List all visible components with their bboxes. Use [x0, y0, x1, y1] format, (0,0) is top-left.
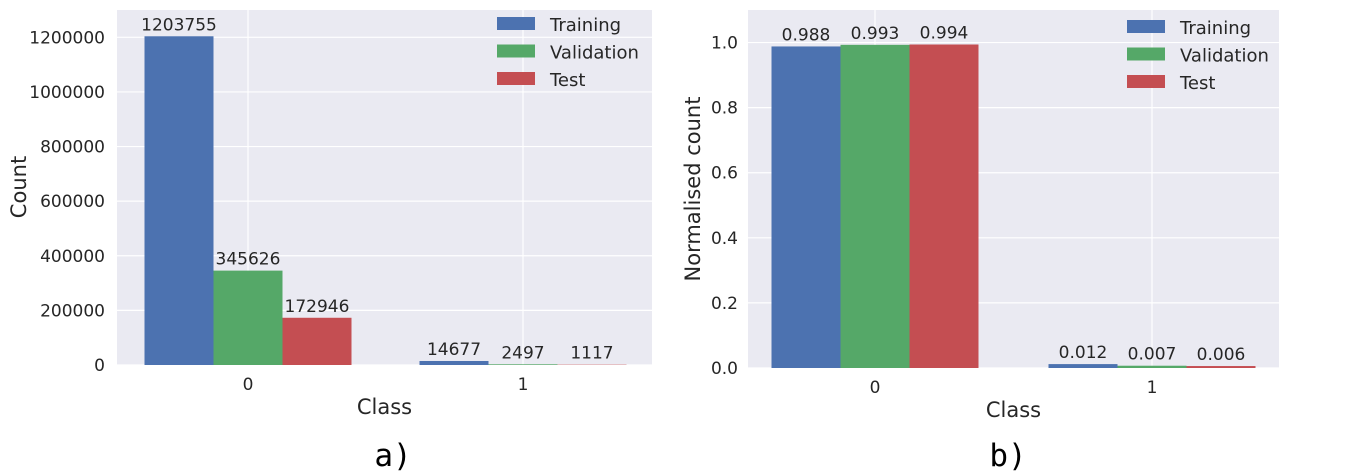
- legend-swatch: [497, 72, 535, 85]
- bar: [1048, 364, 1118, 368]
- bar: [840, 44, 910, 368]
- legend-label: Test: [1179, 73, 1215, 94]
- data-label: 345626: [216, 250, 281, 270]
- bar: [213, 270, 283, 365]
- y-tick-label: 0.0: [711, 359, 738, 379]
- legend-label: Validation: [1180, 46, 1269, 67]
- bar: [771, 46, 841, 369]
- data-label: 1203755: [141, 15, 217, 35]
- y-axis-label: Count: [7, 156, 31, 218]
- x-tick-label: 0: [243, 375, 254, 395]
- y-tick-label: 0.4: [711, 229, 738, 249]
- y-tick-label: 200000: [40, 301, 105, 321]
- data-label: 1117: [570, 344, 613, 364]
- y-tick-label: 1000000: [29, 83, 105, 103]
- data-label: 0.007: [1128, 345, 1177, 365]
- y-tick-label: 800000: [40, 138, 105, 158]
- chart-panel-b: 0.988 0.012 0.993 0.007 0.994 0.006 0.0 0.2 0.4 0…: [681, 10, 1279, 422]
- panel-label: a): [374, 438, 411, 474]
- legend-swatch: [1127, 20, 1165, 33]
- y-axis-label: Normalised count: [681, 97, 705, 282]
- legend: Training Validation Test: [497, 15, 639, 91]
- y-tick-label: 0.2: [711, 294, 738, 314]
- data-label: 0.994: [920, 23, 969, 43]
- data-label: 0.993: [851, 24, 900, 44]
- panel-label: b): [989, 438, 1026, 474]
- data-label: 172946: [285, 297, 350, 317]
- legend-swatch: [497, 44, 535, 58]
- data-label: 0.012: [1059, 343, 1108, 363]
- y-tick-label: 600000: [40, 192, 105, 212]
- bar: [282, 317, 352, 365]
- legend-label: Validation: [550, 43, 639, 64]
- data-label: 2497: [501, 343, 544, 363]
- legend-swatch: [1127, 75, 1165, 88]
- bar: [1186, 366, 1256, 368]
- y-tick-label: 1200000: [29, 28, 105, 48]
- legend-swatch: [1127, 47, 1165, 61]
- y-tick-label: 400000: [40, 247, 105, 267]
- data-label: 14677: [427, 340, 481, 360]
- legend-label: Training: [1179, 18, 1251, 39]
- x-tick-label: 0: [870, 378, 881, 398]
- bar: [909, 44, 979, 369]
- y-tick-label: 0: [94, 356, 105, 376]
- legend-label: Training: [549, 15, 621, 36]
- legend-swatch: [497, 17, 535, 30]
- bar: [144, 36, 214, 365]
- y-tick-label: 0.6: [711, 164, 738, 184]
- x-axis-label: Class: [986, 398, 1041, 422]
- x-axis-label: Class: [357, 395, 412, 419]
- bar: [1117, 365, 1187, 368]
- y-tick-label: 0.8: [711, 99, 738, 119]
- y-tick-label: 1.0: [711, 34, 738, 54]
- data-label: 0.988: [782, 25, 831, 45]
- x-tick-label: 1: [1147, 378, 1158, 398]
- legend-label: Test: [549, 70, 585, 91]
- bar: [488, 364, 558, 365]
- bar: [419, 360, 489, 365]
- chart-panel-a: 1203755 14677 345626 2497 172946 1117 0 200000 4…: [7, 10, 652, 419]
- x-tick-label: 1: [518, 375, 529, 395]
- data-label: 0.006: [1197, 345, 1246, 365]
- legend: Training Validation Test: [1127, 18, 1269, 94]
